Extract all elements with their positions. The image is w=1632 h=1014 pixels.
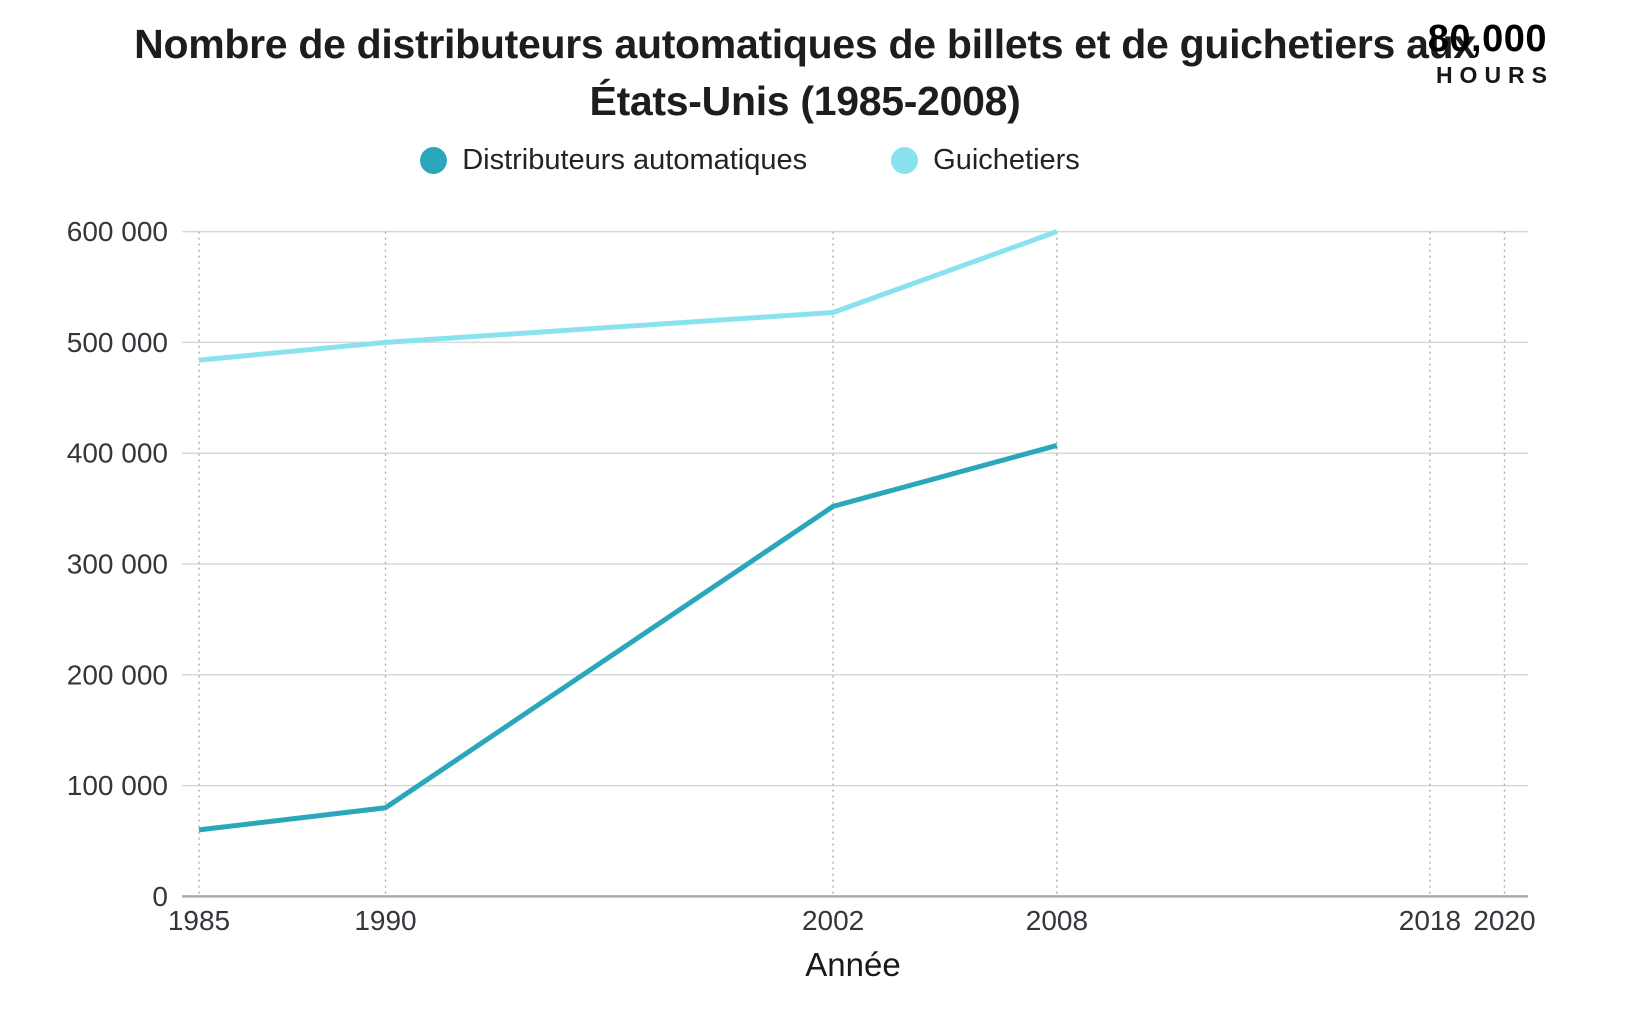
y-tick-label: 300 000 bbox=[67, 549, 168, 580]
x-axis-title: Année bbox=[805, 946, 901, 983]
x-tick-label: 1985 bbox=[168, 905, 230, 936]
y-tick-label: 0 bbox=[152, 881, 168, 912]
x-tick-label: 2002 bbox=[802, 905, 864, 936]
series-line-guichetiers bbox=[198, 229, 1058, 363]
legend-dot-guichetiers-icon bbox=[891, 147, 919, 174]
y-tick-label: 100 000 bbox=[67, 770, 168, 801]
legend-item-distributeurs: Distributeurs automatiques bbox=[420, 144, 807, 177]
x-tick-label: 2020 bbox=[1473, 905, 1535, 936]
x-tick-label: 1990 bbox=[354, 905, 416, 936]
x-tick-label: 2008 bbox=[1026, 905, 1088, 936]
legend-label-guichetiers: Guichetiers bbox=[933, 144, 1080, 176]
chart-legend: Distributeurs automatiques Guichetiers bbox=[0, 144, 1500, 177]
logo-80000-text: 80,000 bbox=[1427, 18, 1547, 60]
page-title: Nombre de distributeurs automatiques de … bbox=[134, 21, 1476, 124]
brand-logo: 80,000 HOURS bbox=[1428, 20, 1547, 87]
y-tick-label: 400 000 bbox=[67, 438, 168, 469]
logo-hours-text: HOURS bbox=[1435, 62, 1554, 88]
legend-dot-distributeurs-icon bbox=[420, 147, 448, 174]
y-tick-label: 500 000 bbox=[67, 327, 168, 358]
y-tick-label: 600 000 bbox=[67, 216, 168, 247]
y-tick-label: 200 000 bbox=[67, 659, 168, 690]
legend-item-guichetiers: Guichetiers bbox=[891, 144, 1080, 177]
legend-label-distributeurs: Distributeurs automatiques bbox=[462, 144, 808, 176]
x-tick-label: 2018 bbox=[1399, 905, 1461, 936]
series-line-distributeurs bbox=[198, 443, 1058, 833]
